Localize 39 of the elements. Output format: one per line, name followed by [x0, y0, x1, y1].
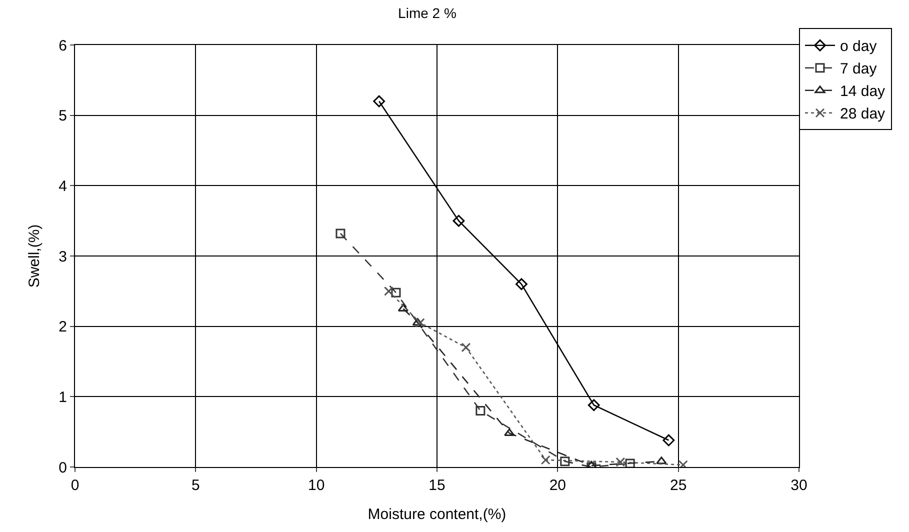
legend-label: 7 day	[840, 60, 878, 78]
point	[656, 456, 667, 464]
point	[452, 214, 465, 227]
y-tick-label: 1	[58, 388, 67, 406]
point	[616, 457, 626, 467]
x-tick-label: 30	[790, 477, 808, 494]
legend-label: 14 day	[840, 83, 886, 100]
point	[678, 460, 688, 467]
y-tick-label: 6	[58, 37, 67, 54]
x-tick-label: 15	[428, 477, 446, 494]
point	[373, 95, 386, 108]
legend-label: 28 day	[840, 106, 886, 123]
legend-label: o day	[840, 38, 878, 56]
point	[476, 406, 486, 416]
y-tick-label: 2	[58, 318, 67, 336]
y-tick-label: 4	[58, 178, 67, 195]
y-tick-label: 5	[58, 108, 67, 125]
x-tick-label: 10	[308, 477, 325, 494]
point	[461, 342, 471, 352]
point	[384, 286, 394, 296]
point	[560, 456, 570, 466]
x-tick-label: 5	[192, 477, 200, 494]
y-tick-label: 3	[58, 248, 67, 266]
x-tick-label: 25	[670, 477, 687, 494]
y-axis-title: Swell,(%)	[26, 224, 43, 288]
point	[516, 278, 528, 290]
point	[662, 434, 675, 446]
y-tick-label: 0	[58, 459, 67, 476]
point	[336, 228, 346, 238]
point	[588, 399, 600, 412]
point	[415, 318, 425, 328]
x-tick-label: 0	[70, 477, 80, 494]
point	[625, 458, 635, 467]
point	[504, 428, 515, 436]
chart-title: Lime 2 %	[398, 4, 456, 21]
x-tick-label: 20	[549, 477, 566, 494]
point	[540, 455, 550, 465]
x-axis-title: Moisture content,(%)	[368, 506, 506, 523]
point	[391, 288, 401, 298]
